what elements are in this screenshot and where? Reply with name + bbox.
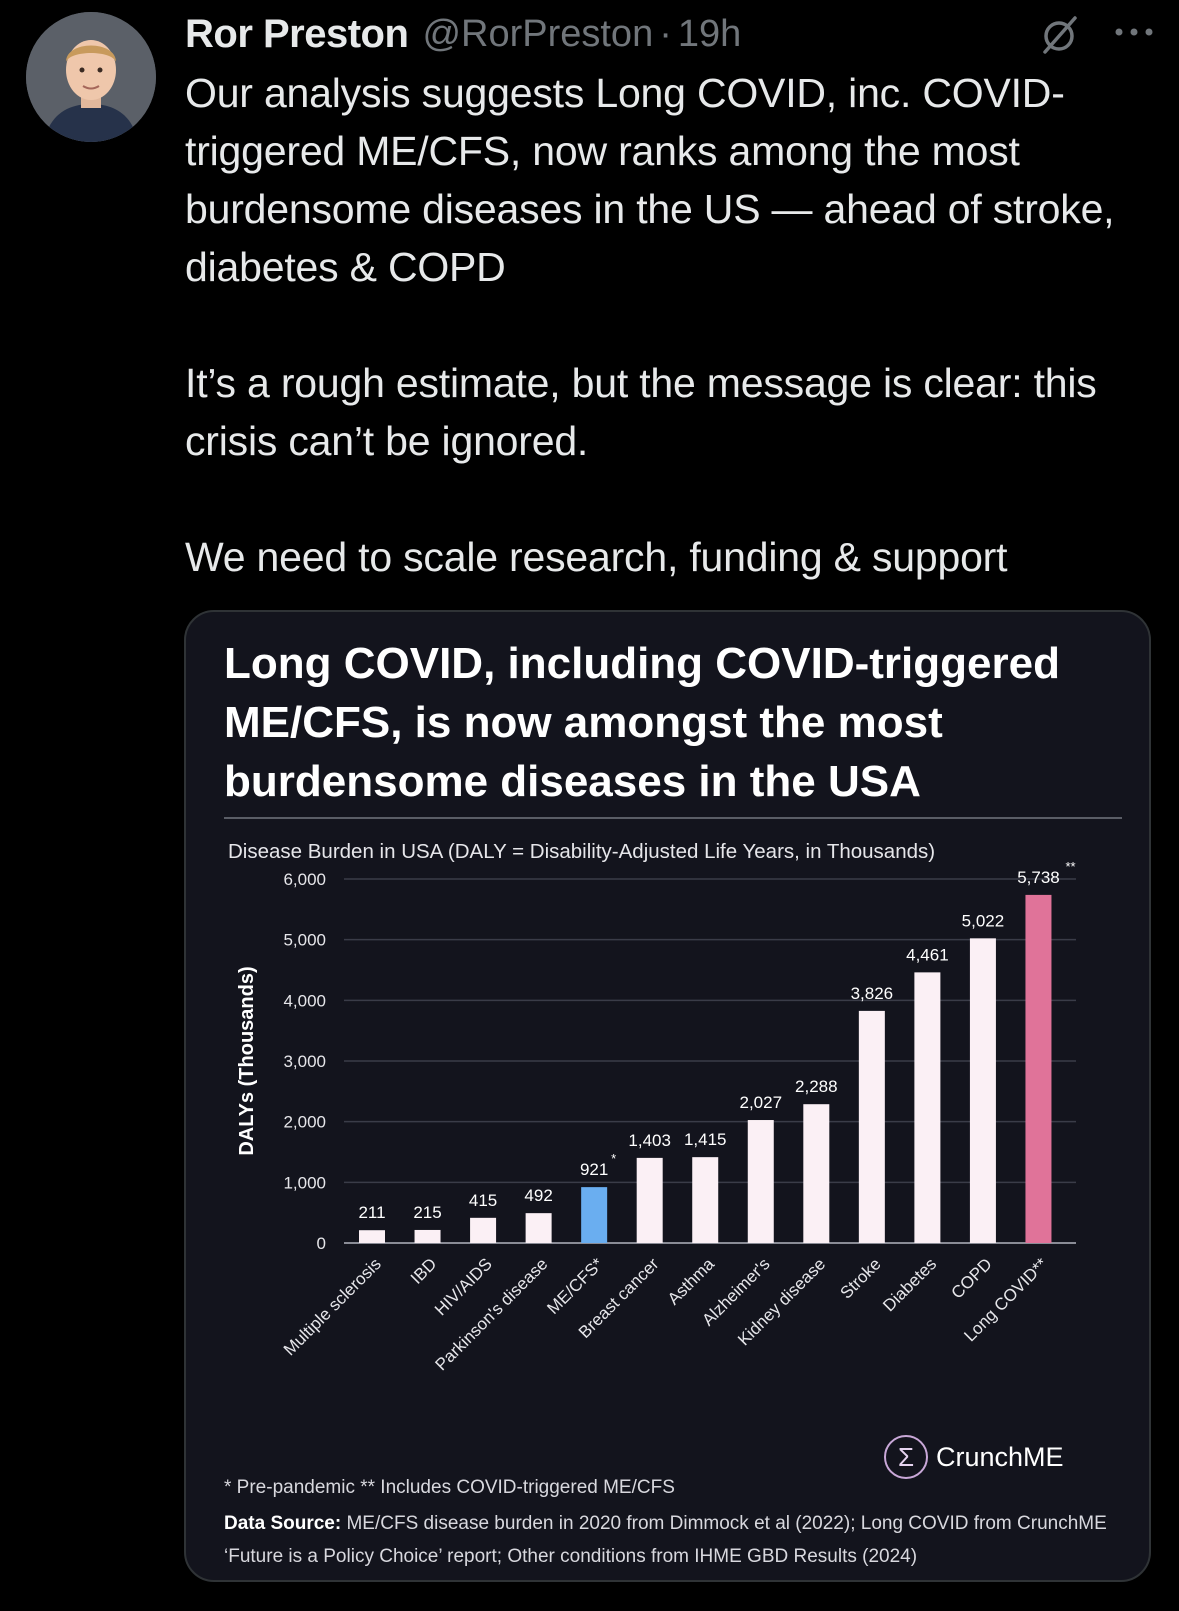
- data-label: 492: [524, 1186, 552, 1205]
- grok-icon[interactable]: [1039, 14, 1081, 56]
- x-tick-label: COPD: [948, 1254, 996, 1302]
- data-source: Data Source: ME/CFS disease burden in 20…: [224, 1507, 1124, 1573]
- bar: [692, 1157, 719, 1243]
- timestamp[interactable]: 19h: [677, 12, 742, 55]
- author-handle[interactable]: @RorPreston: [422, 12, 654, 55]
- bar: [470, 1217, 497, 1243]
- tweet-paragraph-2: It’s a rough estimate, but the message i…: [185, 360, 1097, 464]
- x-tick-label: IBD: [407, 1254, 440, 1287]
- logo-text: CrunchME: [936, 1441, 1064, 1472]
- bar: [969, 938, 996, 1243]
- x-tick-label: Multiple sclerosis: [280, 1254, 385, 1359]
- data-label: 415: [469, 1191, 497, 1210]
- separator-dot: ·: [659, 12, 672, 55]
- bar: [747, 1120, 774, 1243]
- tweet-text: Our analysis suggests Long COVID, inc. C…: [185, 64, 1160, 586]
- data-source-label: Data Source:: [224, 1513, 342, 1534]
- bar: [581, 1187, 608, 1243]
- x-tick-label: Asthma: [664, 1254, 719, 1309]
- data-label: 2,288: [795, 1077, 838, 1096]
- data-label-mark: **: [1065, 859, 1075, 874]
- x-tick-label: Stroke: [836, 1254, 884, 1302]
- bar: [359, 1230, 385, 1243]
- data-label: 1,403: [628, 1131, 671, 1150]
- bar: [525, 1213, 552, 1243]
- data-label-mark: *: [611, 1151, 616, 1166]
- tweet-paragraph-1: Our analysis suggests Long COVID, inc. C…: [185, 70, 1115, 290]
- data-label: 2,027: [739, 1093, 782, 1112]
- chart-headline: Long COVID, including COVID-triggered ME…: [224, 639, 1060, 806]
- bar-chart: DALYs (Thousands) 0 1,000 2,000 3,000 4,000 5,…: [236, 859, 1076, 1374]
- data-label: 5,022: [962, 911, 1005, 930]
- divider: [224, 817, 1122, 819]
- bar: [636, 1157, 663, 1243]
- bar: [858, 1010, 885, 1243]
- y-tick-label: 5,000: [283, 931, 326, 950]
- data-source-text: ME/CFS disease burden in 2020 from Dimmo…: [224, 1513, 1107, 1567]
- y-tick-label: 3,000: [283, 1052, 326, 1071]
- x-tick-label: Parkinson's disease: [431, 1254, 551, 1374]
- data-label: 215: [413, 1203, 441, 1222]
- more-icon[interactable]: [1109, 12, 1159, 52]
- bar: [414, 1229, 441, 1243]
- y-tick-label: 1,000: [283, 1173, 326, 1192]
- x-tick-label: Diabetes: [879, 1254, 940, 1315]
- data-label: 211: [358, 1203, 385, 1222]
- author-name[interactable]: Ror Preston: [185, 11, 409, 56]
- data-label: 4,461: [906, 945, 949, 964]
- crunchme-logo: Σ CrunchME: [884, 1435, 1064, 1479]
- y-tick-label: 6,000: [283, 870, 326, 889]
- y-axis-title: DALYs (Thousands): [236, 966, 258, 1155]
- chart-subtitle: Disease Burden in USA (DALY = Disability…: [228, 840, 936, 863]
- y-tick-label: 2,000: [283, 1113, 326, 1132]
- y-tick-label: 0: [317, 1234, 326, 1253]
- bar: [914, 972, 941, 1243]
- bar: [1025, 894, 1052, 1243]
- bar: [803, 1104, 830, 1243]
- chart-footnote: * Pre-pandemic ** Includes COVID-trigger…: [224, 1477, 675, 1498]
- data-label: 5,738: [1017, 868, 1060, 887]
- tweet-header: Ror Preston @RorPreston · 19h: [185, 10, 1159, 58]
- data-label: 1,415: [684, 1130, 727, 1149]
- sigma-icon: Σ: [884, 1435, 928, 1479]
- data-label: 3,826: [851, 984, 894, 1003]
- tweet-paragraph-3: We need to scale research, funding & sup…: [185, 534, 1008, 580]
- data-label: 921: [580, 1160, 608, 1179]
- y-tick-label: 4,000: [283, 991, 326, 1010]
- avatar[interactable]: [26, 12, 156, 142]
- media-card[interactable]: Long COVID, including COVID-triggered ME…: [184, 610, 1151, 1582]
